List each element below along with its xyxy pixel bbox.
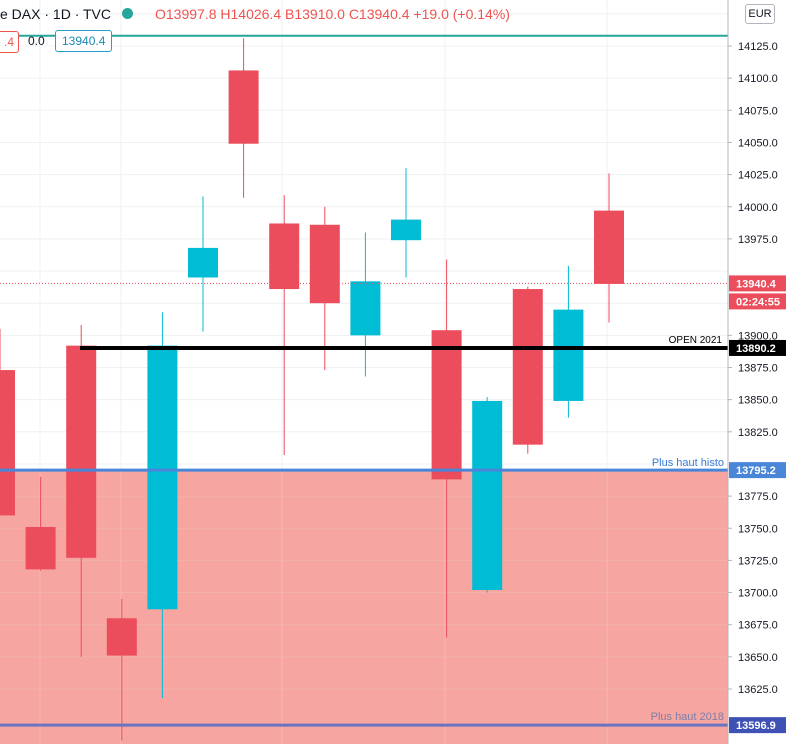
axis-tick-label: 13700.0 — [738, 588, 778, 600]
plus-haut-2018-tag: 13596.9 — [736, 720, 776, 732]
resistance-zone — [0, 470, 728, 744]
candle-body — [25, 526, 56, 570]
candle-body — [391, 219, 421, 241]
axis-tick-label: 14075.0 — [738, 105, 778, 117]
plus-haut-histo-label: Plus haut histo — [652, 457, 724, 469]
candle-body — [309, 224, 340, 304]
chart-legend: e DAX · 1D · TVC — [0, 6, 111, 24]
candle-body — [66, 345, 97, 558]
zero-value: 0.0 — [28, 34, 45, 48]
candle-body — [106, 618, 137, 656]
axis-tick-label: 13750.0 — [738, 523, 778, 535]
plus-haut-histo-tag: 13795.2 — [736, 465, 776, 477]
axis-tick-label: 14100.0 — [738, 73, 778, 85]
candle-body — [350, 281, 381, 336]
axis-tick-label: 13625.0 — [738, 684, 778, 696]
candle-body — [472, 400, 503, 590]
price-axis-bg — [728, 0, 786, 744]
plus-haut-2018-tag-bg — [729, 717, 786, 734]
axis-tick-label: 13875.0 — [738, 363, 778, 375]
candle-body — [147, 345, 178, 610]
ohlc-legend: O13997.8 H14026.4 B13910.0 C13940.4 +19.… — [155, 6, 510, 24]
last-price-tag: 13940.4 — [736, 278, 777, 290]
candle-body — [512, 289, 543, 445]
open-2021-label: OPEN 2021 — [669, 335, 723, 346]
symbol-label[interactable]: e DAX · 1D · TVC — [0, 6, 111, 22]
countdown-tag: 02:24:55 — [736, 296, 780, 308]
plus-haut-histo-tag-bg — [729, 462, 786, 479]
axis-tick-label: 14050.0 — [738, 137, 778, 149]
open-2021-tag-bg — [729, 339, 786, 356]
axis-tick-label: 14025.0 — [738, 170, 778, 182]
plus-haut-2018-label: Plus haut 2018 — [651, 711, 724, 723]
candle-body — [0, 370, 15, 516]
red-value-pill: .4 — [0, 31, 20, 53]
axis-tick-label: 13675.0 — [738, 620, 778, 632]
countdown-tag-bg — [729, 293, 786, 310]
axis-tick-label: 13650.0 — [738, 652, 778, 664]
axis-tick-label: 13775.0 — [738, 491, 778, 503]
axis-tick-label: 13975.0 — [738, 234, 778, 246]
open-2021-tag: 13890.2 — [736, 343, 776, 355]
candle-body — [594, 210, 624, 284]
candle-body — [553, 309, 584, 401]
axis-tick-label: 14000.0 — [738, 202, 778, 214]
candle-body — [188, 247, 218, 278]
axis-tick-label: 14125.0 — [738, 41, 778, 53]
market-open-status-icon[interactable] — [122, 8, 133, 19]
axis-tick-label: 13900.0 — [738, 330, 778, 342]
ohlc-values: O13997.8 H14026.4 B13910.0 C13940.4 +19.… — [155, 6, 510, 22]
axis-tick-label: 13725.0 — [738, 555, 778, 567]
currency-button[interactable]: EUR — [745, 4, 775, 24]
candle-body — [431, 330, 462, 480]
candle-body — [228, 70, 259, 144]
axis-tick-label: 13825.0 — [738, 427, 778, 439]
candle-body — [269, 223, 300, 290]
axis-tick-label: 13850.0 — [738, 395, 778, 407]
blue-value-pill: 13940.4 — [55, 30, 113, 52]
last-price-tag-bg — [729, 275, 786, 292]
